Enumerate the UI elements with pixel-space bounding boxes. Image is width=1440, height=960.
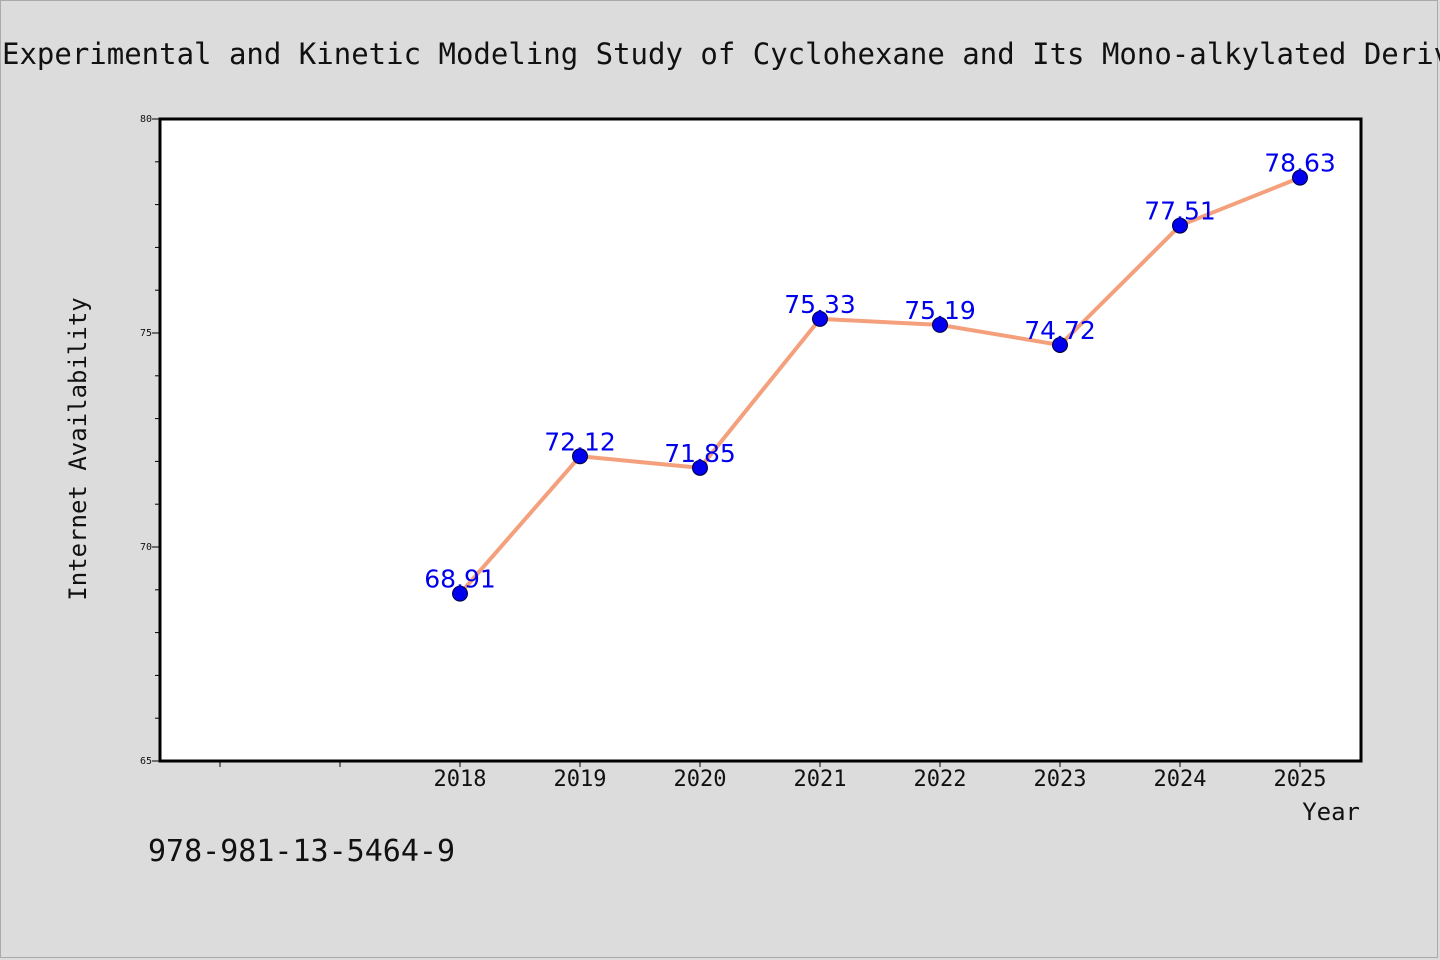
y-tick-label: 80 bbox=[140, 114, 152, 125]
data-point bbox=[572, 448, 588, 465]
data-label: 75.19 bbox=[904, 296, 976, 325]
isbn-text: 978-981-13-5464-9 bbox=[148, 834, 456, 869]
data-point bbox=[1172, 217, 1188, 234]
x-tick-label: 2022 bbox=[914, 767, 967, 792]
x-tick-label: 2025 bbox=[1274, 767, 1327, 792]
data-point bbox=[812, 310, 828, 327]
y-tick-label: 70 bbox=[140, 542, 152, 553]
x-tick-label: 2023 bbox=[1034, 767, 1087, 792]
x-tick-label: 2021 bbox=[794, 767, 847, 792]
data-label: 74.72 bbox=[1024, 316, 1096, 345]
x-tick-label: 2018 bbox=[434, 767, 487, 792]
data-label: 71.85 bbox=[664, 439, 736, 468]
y-axis-label: Internet Availability bbox=[64, 297, 92, 600]
series-line bbox=[458, 175, 1301, 595]
x-axis-ticks: 2018 2019 2020 2021 2022 2023 2024 2025 bbox=[219, 761, 1327, 792]
y-tick-label: 75 bbox=[140, 328, 152, 339]
data-point bbox=[1052, 336, 1068, 353]
data-point bbox=[692, 459, 708, 476]
x-tick-label: 2020 bbox=[674, 767, 727, 792]
data-point bbox=[1292, 169, 1308, 186]
y-axis-ticks: 65 70 75 80 bbox=[140, 114, 160, 767]
chart-title: Experimental and Kinetic Modeling Study … bbox=[2, 37, 1440, 71]
data-label: 68.91 bbox=[424, 565, 496, 594]
data-point bbox=[452, 585, 468, 602]
y-tick-label: 65 bbox=[140, 756, 152, 767]
plot-area bbox=[158, 117, 1363, 763]
data-point bbox=[932, 316, 948, 333]
x-axis-label: Year bbox=[1302, 798, 1360, 826]
data-label: 75.33 bbox=[784, 290, 856, 319]
data-label: 77.51 bbox=[1144, 197, 1216, 226]
x-tick-label: 2024 bbox=[1154, 767, 1207, 792]
data-label: 72.12 bbox=[544, 427, 616, 456]
series-group: 68.91 72.12 71.85 75.33 75.19 74.72 77.51 78.63 bbox=[424, 149, 1336, 602]
x-tick-label: 2019 bbox=[554, 767, 607, 792]
data-label: 78.63 bbox=[1264, 149, 1336, 178]
